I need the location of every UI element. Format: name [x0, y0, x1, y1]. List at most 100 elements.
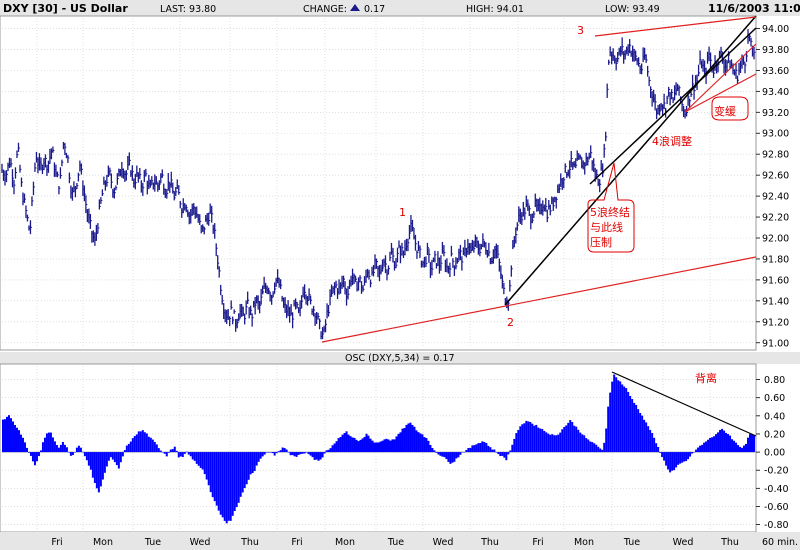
osc-bar	[39, 450, 42, 453]
osc-bar	[545, 432, 548, 453]
osc-bar	[63, 444, 66, 453]
osc-bar	[429, 445, 432, 453]
osc-bar	[423, 437, 426, 453]
osc-bar	[301, 452, 304, 454]
osc-bar	[179, 452, 182, 457]
osc-bar	[237, 452, 240, 503]
symbol-title: DXY [30] - US Dollar	[3, 2, 128, 15]
osc-bar	[655, 443, 658, 453]
divergence-line	[611, 371, 757, 437]
osc-tick-label: -0.40	[764, 484, 789, 495]
osc-bar	[19, 434, 22, 453]
osc-bar	[331, 445, 334, 453]
osc-bar	[629, 395, 632, 453]
osc-bar	[659, 452, 662, 453]
osc-bar	[471, 445, 474, 453]
osc-bar	[97, 452, 100, 493]
osc-bar	[753, 435, 756, 453]
osc-bar	[657, 446, 660, 453]
osc-bar	[735, 442, 738, 453]
osc-bar	[633, 402, 636, 453]
osc-bar	[643, 419, 646, 453]
osc-bar	[453, 452, 456, 462]
osc-bar	[699, 445, 702, 453]
osc-bar	[309, 452, 312, 456]
osc-bar	[275, 452, 278, 454]
osc-bar	[583, 435, 586, 453]
osc-bar	[397, 433, 400, 453]
osc-bar	[201, 452, 204, 470]
osc-bar	[729, 435, 732, 453]
day-tick-label: Mon	[335, 537, 355, 548]
day-tick-label: Tue	[387, 537, 404, 548]
osc-bar	[523, 423, 526, 453]
osc-bar	[247, 452, 250, 480]
osc-bar	[335, 441, 338, 453]
osc-bar	[131, 438, 134, 453]
osc-bar	[57, 447, 60, 453]
osc-bar	[261, 452, 264, 457]
osc-bar	[45, 433, 48, 453]
osc-bar	[253, 452, 256, 472]
day-tick-label: Wed	[433, 537, 454, 548]
osc-bar	[245, 452, 248, 485]
day-tick-label: Mon	[93, 537, 113, 548]
osc-bar	[591, 442, 594, 453]
osc-bar	[507, 452, 510, 455]
osc-bar	[353, 437, 356, 453]
price-tick-label: 92.40	[762, 192, 789, 203]
wave5-line-1: 5浪终结	[590, 205, 630, 219]
osc-bar	[455, 452, 458, 459]
osc-bar	[205, 452, 208, 480]
price-tick-label: 91.40	[762, 296, 789, 307]
osc-bar	[559, 432, 562, 453]
osc-bar	[27, 452, 30, 453]
osc-bar	[561, 429, 564, 453]
osc-bar	[59, 444, 62, 453]
wave-4-label: 4浪调整	[652, 134, 692, 148]
osc-bar	[501, 452, 504, 456]
osc-bar	[55, 444, 58, 453]
osc-bar	[71, 452, 74, 456]
osc-bar	[267, 452, 270, 453]
osc-bar	[29, 452, 32, 456]
osc-bar	[13, 424, 16, 453]
osc-bar	[531, 423, 534, 453]
osc-bar	[747, 437, 750, 453]
osc-bar	[251, 452, 254, 473]
osc-bar	[117, 452, 120, 469]
osc-bar	[579, 432, 582, 453]
osc-bar	[207, 452, 210, 486]
osc-bar	[485, 443, 488, 453]
osc-bar	[339, 437, 342, 453]
price-tick-label: 91.80	[762, 254, 789, 265]
osc-bar	[491, 449, 494, 453]
osc-bar	[273, 452, 276, 456]
osc-bar	[383, 439, 386, 453]
osc-bar	[553, 435, 556, 453]
osc-bar	[67, 452, 70, 453]
osc-bar	[577, 429, 580, 453]
osc-bar	[457, 452, 460, 458]
osc-bar	[669, 452, 672, 473]
osc-bar	[259, 452, 262, 459]
osc-bar	[219, 452, 222, 515]
osc-bar	[731, 439, 734, 453]
osc-bar	[611, 381, 614, 453]
osc-bar	[183, 452, 186, 454]
time-axis-bar	[0, 532, 800, 550]
osc-bar	[103, 452, 106, 473]
osc-bar	[159, 450, 162, 453]
osc-bar	[671, 452, 674, 471]
osc-bar	[401, 428, 404, 453]
osc-bar	[343, 433, 346, 453]
osc-bar	[2, 419, 4, 453]
osc-bar	[379, 441, 382, 453]
osc-bar	[551, 434, 554, 453]
osc-bar	[41, 442, 44, 453]
osc-bar	[171, 449, 174, 453]
osc-bar	[203, 452, 206, 475]
osc-bar	[495, 452, 498, 453]
osc-header-bar	[0, 352, 800, 364]
price-tick-label: 92.20	[762, 213, 789, 224]
